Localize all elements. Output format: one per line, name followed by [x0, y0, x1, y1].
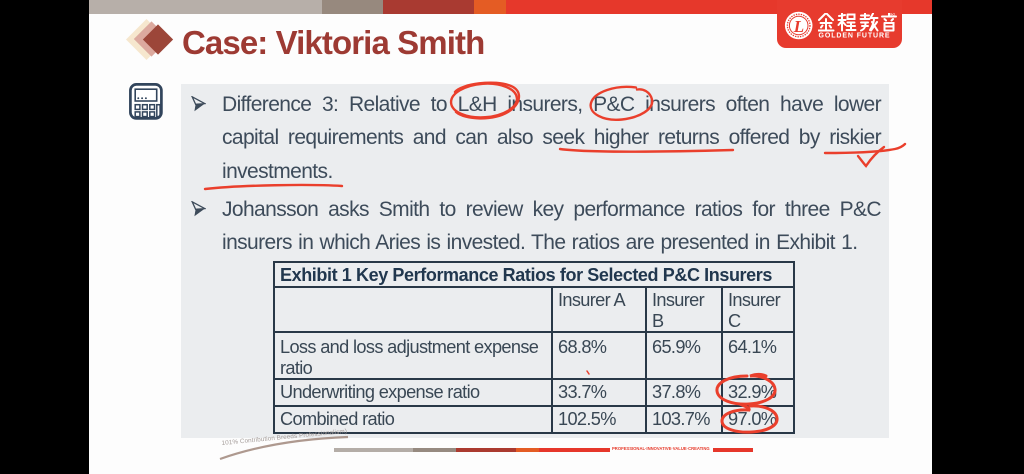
svg-text:L: L: [793, 17, 804, 36]
svg-text:®: ®: [890, 13, 895, 19]
svg-text:GOLDEN FUTURE: GOLDEN FUTURE: [819, 33, 891, 40]
